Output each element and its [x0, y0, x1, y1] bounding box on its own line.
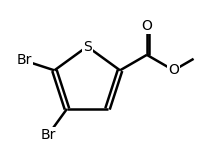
Text: O: O — [141, 19, 152, 33]
Text: O: O — [168, 63, 179, 77]
Text: S: S — [83, 40, 92, 53]
Text: Br: Br — [16, 53, 32, 68]
Text: Br: Br — [41, 128, 56, 142]
